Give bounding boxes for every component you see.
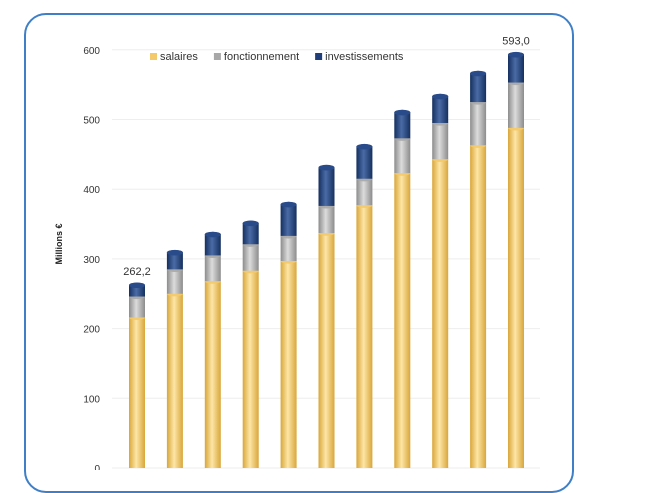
bar-segment-fonctionnement <box>129 296 145 318</box>
y-tick-label: 500 <box>83 116 100 127</box>
bar-segment-salaires <box>470 145 487 468</box>
bar-segment-fonctionnement <box>356 178 373 206</box>
bar-top-cap <box>432 93 449 100</box>
bar-segment-fonctionnement <box>508 82 524 128</box>
bar-top-cap <box>318 164 335 171</box>
stacked-bar-chart: 0 100 200 300 400 500 600 262,2 593,0 salaires f… <box>54 36 540 470</box>
legend-swatch <box>213 53 221 60</box>
bar-segment-investissements <box>432 96 449 123</box>
bar-segment-fonctionnement <box>432 122 449 160</box>
bar-segment-investissements <box>204 234 221 256</box>
bar-segment-investissements <box>508 54 524 83</box>
bar-top-cap <box>204 231 221 238</box>
data-label: 593,0 <box>502 36 530 48</box>
y-tick-label: 200 <box>83 325 100 336</box>
bar-top-cap <box>280 201 297 208</box>
bar-segment-fonctionnement <box>204 255 221 282</box>
bar-top-cap <box>242 220 259 227</box>
bars <box>129 51 524 468</box>
bar-segment-fonctionnement <box>280 235 297 261</box>
data-labels: 262,2 593,0 <box>123 36 530 279</box>
bar-segment-investissements <box>242 223 259 245</box>
bar-segment-fonctionnement <box>318 205 335 234</box>
bar-top-cap <box>394 109 411 116</box>
bar-segment-investissements <box>394 112 411 139</box>
bar-segment-salaires <box>318 233 335 468</box>
bar-segment-salaires <box>204 281 221 468</box>
y-axis-label: Millions € <box>54 223 64 264</box>
bar-segment-salaires <box>508 127 524 468</box>
bar-top-cap <box>470 70 487 77</box>
legend-label: fonctionnement <box>224 51 299 63</box>
y-tick-label: 600 <box>83 46 100 57</box>
bar-segment-investissements <box>318 167 335 206</box>
bar-segment-investissements <box>280 204 297 236</box>
y-tick-label: 0 <box>94 464 100 470</box>
bar-segment-salaires <box>432 159 449 468</box>
bar-top-cap <box>166 249 183 256</box>
legend-label: salaires <box>160 51 198 63</box>
y-tick-label: 100 <box>83 394 100 405</box>
bar-top-cap <box>129 282 145 289</box>
bar-segment-fonctionnement <box>470 102 487 146</box>
bar-segment-salaires <box>394 173 411 468</box>
legend-swatch <box>150 53 157 60</box>
bar-segment-salaires <box>242 270 259 468</box>
bar-segment-salaires <box>280 260 297 468</box>
bar-segment-salaires <box>166 293 183 468</box>
bar-top-cap <box>356 143 373 150</box>
bar-segment-investissements <box>470 73 487 103</box>
bar-segment-fonctionnement <box>166 269 183 294</box>
bar-segment-salaires <box>129 317 145 468</box>
bar-segment-fonctionnement <box>394 138 411 174</box>
bar-segment-fonctionnement <box>242 244 259 271</box>
data-label: 262,2 <box>123 266 151 278</box>
bar-segment-investissements <box>166 252 183 270</box>
page-margin <box>578 0 648 470</box>
bar-segment-investissements <box>356 146 373 179</box>
y-axis: 0 100 200 300 400 500 600 <box>83 46 100 470</box>
legend: salaires fonctionnement investissements <box>150 51 404 63</box>
bar-segment-salaires <box>356 205 373 468</box>
bar-segment-investissements <box>129 285 145 297</box>
legend-label: investissements <box>325 51 404 63</box>
y-tick-label: 400 <box>83 185 100 196</box>
legend-swatch <box>315 53 323 60</box>
y-tick-label: 300 <box>83 255 100 266</box>
bar-top-cap <box>508 51 524 58</box>
